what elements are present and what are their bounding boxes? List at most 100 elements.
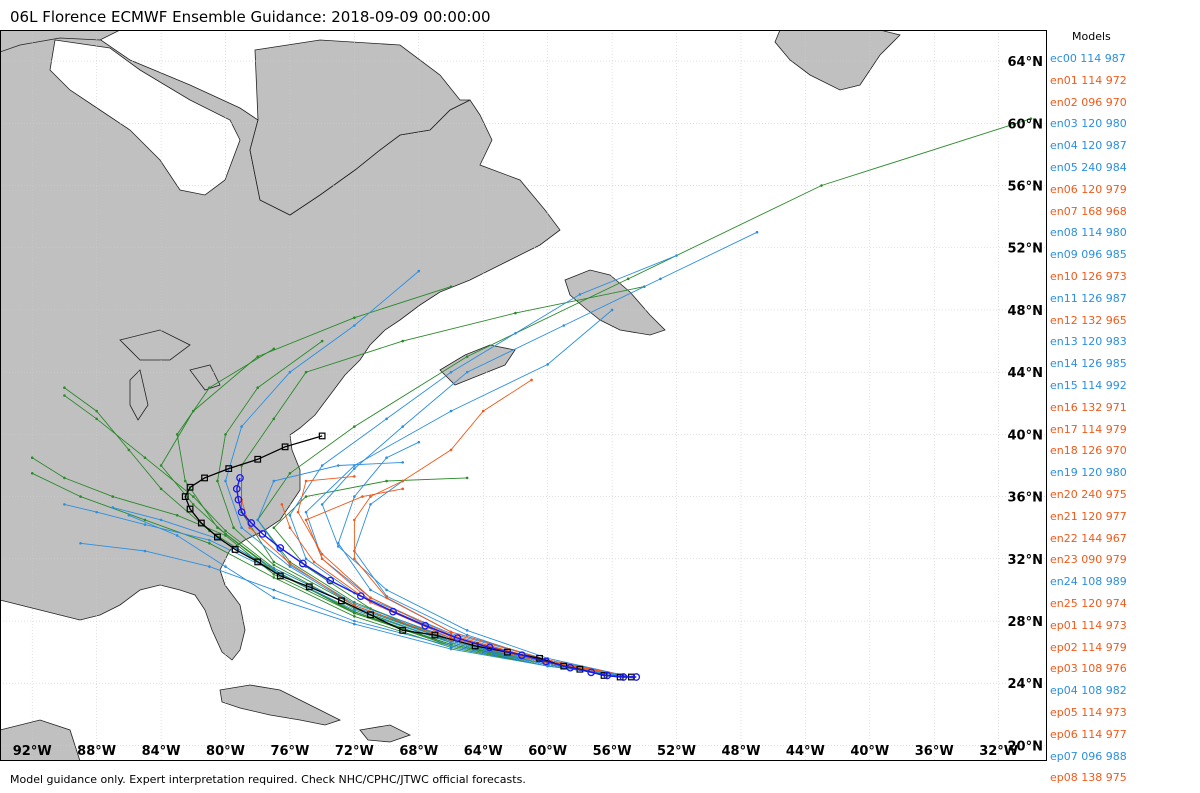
legend-item: ep03 108 976 bbox=[1050, 662, 1127, 676]
cuba-island bbox=[219, 684, 342, 726]
legend-item: en04 120 987 bbox=[1050, 139, 1127, 153]
track-point bbox=[353, 622, 356, 626]
track-point bbox=[208, 538, 211, 542]
track-point bbox=[159, 487, 163, 491]
track-point bbox=[208, 565, 211, 568]
track-point bbox=[465, 476, 469, 480]
legend-item: en07 168 968 bbox=[1050, 204, 1127, 218]
track-point bbox=[272, 347, 276, 351]
track-point bbox=[159, 464, 163, 467]
track-point bbox=[431, 631, 439, 639]
legend-item: en21 120 977 bbox=[1050, 509, 1127, 523]
track-point bbox=[63, 476, 66, 480]
track-map: 64°N 60°N 56°N 52°N 48°N 44°N 40°N 36°N 32°N 28°N… bbox=[0, 30, 1047, 761]
track-point bbox=[304, 495, 308, 498]
track-point bbox=[95, 417, 98, 421]
track-point bbox=[385, 479, 388, 483]
track-point bbox=[320, 464, 324, 467]
track-point bbox=[288, 513, 292, 517]
track-point bbox=[369, 495, 372, 498]
legend-item: en05 240 984 bbox=[1050, 160, 1127, 174]
latitude-labels: 64°N 60°N 56°N 52°N 48°N 44°N 40°N 36°N 32°N 28°N… bbox=[1008, 55, 1043, 754]
track-point bbox=[562, 324, 566, 327]
lon-label: 80°W bbox=[206, 744, 245, 759]
track-point bbox=[566, 663, 575, 672]
greenland-landmass bbox=[774, 30, 901, 91]
track-point bbox=[281, 443, 289, 451]
track-point bbox=[304, 518, 308, 522]
lat-label: 52°N bbox=[1008, 242, 1043, 257]
track-point bbox=[63, 394, 66, 397]
track-point bbox=[272, 417, 276, 421]
lon-label: 88°W bbox=[77, 744, 116, 759]
track-point bbox=[353, 324, 356, 327]
track-point bbox=[320, 503, 324, 506]
track-point bbox=[417, 440, 421, 444]
legend-item: en15 114 992 bbox=[1050, 378, 1127, 392]
track-point bbox=[288, 526, 292, 530]
track-point bbox=[276, 544, 285, 552]
track-point bbox=[127, 448, 131, 452]
track-point bbox=[258, 530, 267, 538]
hispaniola-island bbox=[359, 724, 412, 743]
track-point bbox=[296, 510, 300, 514]
track-point bbox=[247, 519, 256, 527]
track-point bbox=[353, 467, 356, 470]
lake-superior bbox=[119, 329, 191, 361]
track-point bbox=[232, 526, 235, 530]
track-point bbox=[272, 588, 276, 592]
track-point bbox=[675, 254, 678, 257]
track-point bbox=[280, 503, 284, 506]
track-point bbox=[610, 308, 614, 312]
track-point bbox=[256, 518, 260, 522]
lon-label: 64°W bbox=[464, 744, 503, 759]
track-point bbox=[224, 529, 227, 533]
track-point bbox=[234, 495, 243, 504]
track-point bbox=[236, 474, 244, 482]
lon-label: 36°W bbox=[915, 744, 954, 759]
lon-label: 72°W bbox=[335, 744, 374, 759]
track-point bbox=[485, 643, 494, 652]
track-point bbox=[320, 552, 324, 556]
track-point bbox=[453, 634, 462, 642]
legend-item: ep04 108 982 bbox=[1050, 684, 1127, 698]
track-point bbox=[272, 560, 276, 564]
track-point bbox=[353, 425, 356, 428]
track-point bbox=[224, 433, 227, 436]
track-point bbox=[240, 425, 243, 428]
track-point bbox=[326, 576, 335, 585]
track-point bbox=[143, 523, 147, 526]
lat-label: 60°N bbox=[1008, 117, 1043, 132]
lon-label: 84°W bbox=[142, 744, 181, 759]
track-point bbox=[186, 505, 194, 513]
track-point bbox=[237, 508, 246, 516]
track-point bbox=[514, 331, 517, 335]
track-point bbox=[401, 339, 404, 343]
track-point bbox=[208, 386, 211, 390]
legend-item: en18 126 970 bbox=[1050, 444, 1127, 458]
track-point bbox=[143, 549, 147, 553]
legend-item: en23 090 979 bbox=[1050, 553, 1127, 567]
track-point bbox=[272, 576, 276, 579]
lat-label: 44°N bbox=[1008, 366, 1043, 381]
legend-item: en08 114 980 bbox=[1050, 226, 1127, 240]
legend-item: ep01 114 973 bbox=[1050, 618, 1127, 632]
track-point bbox=[304, 479, 308, 483]
track-point bbox=[298, 559, 307, 568]
lon-label: 76°W bbox=[270, 744, 309, 759]
track-point bbox=[272, 573, 276, 576]
track-point bbox=[518, 651, 526, 660]
track-point bbox=[385, 456, 388, 460]
track-point bbox=[578, 293, 582, 296]
lat-label: 64°N bbox=[1008, 55, 1043, 70]
track-point bbox=[95, 409, 98, 413]
track-point bbox=[421, 621, 430, 630]
legend-item: en22 144 967 bbox=[1050, 531, 1127, 545]
track-point bbox=[143, 518, 147, 522]
track-point bbox=[95, 510, 98, 514]
track-point bbox=[417, 269, 421, 273]
track-point bbox=[231, 546, 239, 553]
track-point bbox=[356, 592, 365, 600]
legend-item: en09 096 985 bbox=[1050, 248, 1127, 262]
legend-item: ep05 114 973 bbox=[1050, 705, 1127, 719]
